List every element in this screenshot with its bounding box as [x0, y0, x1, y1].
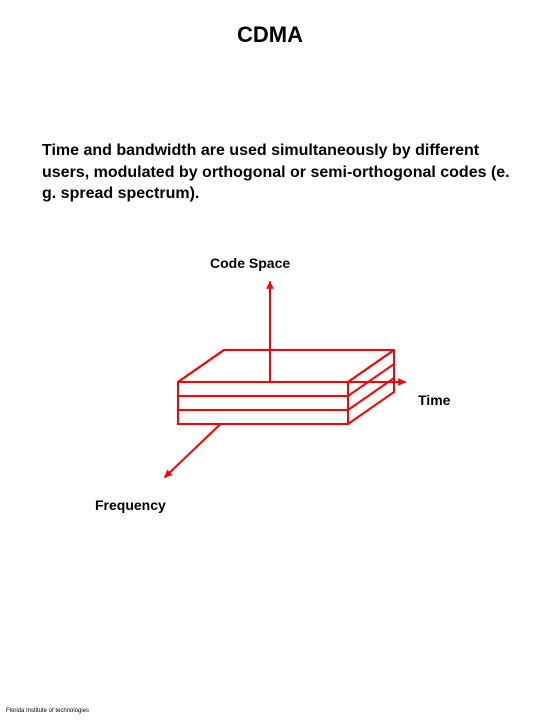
slide-title: CDMA	[0, 22, 540, 48]
axis-label-frequency: Frequency	[95, 497, 166, 513]
slide: CDMA Time and bandwidth are used simulta…	[0, 0, 540, 720]
slide-body: Time and bandwidth are used simultaneous…	[42, 140, 512, 205]
footer-text: Florida Institute of technologies	[6, 708, 89, 714]
diagram-svg	[0, 252, 540, 532]
axis-label-code: Code Space	[210, 255, 290, 271]
cdma-diagram: Code Space Time Frequency	[0, 252, 540, 532]
axis-label-time: Time	[418, 392, 450, 408]
